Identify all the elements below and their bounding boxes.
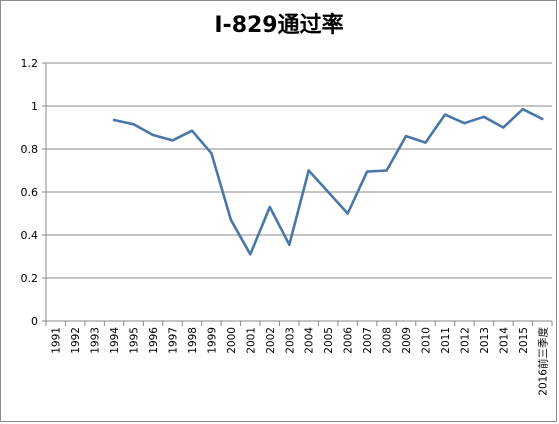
x-tick-label: 2013 [479, 327, 491, 354]
y-tick-label: 1 [31, 100, 38, 113]
x-tick-labels: 1991 1992 1993 1994 1995 1996 1997 1998 1999 2000… [51, 327, 550, 396]
x-tick-label: 2010 [421, 327, 433, 354]
x-tick-label: 2003 [284, 327, 296, 354]
series-layer [112, 107, 544, 256]
data-point [190, 129, 194, 132]
grid-lines [46, 62, 552, 279]
y-tick-labels: 0 0.2 0.4 0.6 0.8 1 1.2 [21, 57, 39, 328]
data-point [502, 126, 505, 129]
data-point [151, 133, 155, 137]
data-point [365, 170, 369, 173]
data-point [268, 205, 271, 209]
x-tick-label: 1998 [187, 327, 199, 354]
data-point [404, 134, 408, 138]
x-tick-label: 1992 [70, 327, 82, 354]
data-point [288, 243, 291, 246]
x-tick-label: 1991 [51, 327, 63, 354]
data-point [327, 190, 330, 194]
x-tick-label: 2009 [401, 327, 413, 354]
x-tick-label: 1994 [109, 327, 121, 354]
data-point [346, 212, 349, 215]
x-tick-label: 2012 [459, 327, 471, 354]
chart-title: I-829通过率 [214, 12, 343, 38]
y-tick-label: 0 [31, 315, 38, 328]
x-tick-label: 2000 [226, 327, 238, 354]
data-point [112, 118, 116, 122]
data-point [482, 115, 486, 119]
x-tick-label: 2005 [323, 327, 335, 354]
data-point [307, 169, 310, 172]
data-point [249, 253, 252, 256]
series-line [112, 107, 544, 256]
data-point [443, 113, 447, 116]
data-point [521, 108, 524, 111]
y-tick-label: 0.4 [21, 229, 39, 242]
data-point [541, 117, 544, 121]
x-tick-label: 1999 [206, 327, 218, 354]
x-tick-label: 2014 [498, 327, 510, 354]
data-point [385, 169, 388, 172]
x-tick-label: 2016前三季度 [536, 327, 549, 396]
x-tick-label: 2011 [440, 327, 452, 354]
data-point [171, 139, 174, 142]
x-tick-label: 1996 [148, 327, 160, 354]
y-tick-label: 1.2 [21, 57, 39, 70]
data-point [424, 141, 427, 144]
x-tick-label: 2001 [245, 327, 257, 354]
x-tick-label: 2006 [343, 327, 355, 354]
y-tick-label: 0.6 [21, 186, 39, 199]
data-point [132, 123, 135, 126]
x-tick-label: 1997 [168, 327, 180, 354]
x-tick-label: 2007 [362, 327, 374, 354]
x-tick-label: 2004 [304, 327, 316, 354]
x-tick-label: 1993 [90, 327, 102, 354]
y-tick-label: 0.2 [21, 272, 39, 285]
x-tick-label: 2008 [382, 327, 394, 354]
y-tick-label: 0.8 [21, 143, 39, 156]
axes [42, 62, 553, 326]
x-tick-label: 2015 [518, 327, 530, 354]
data-point [229, 218, 233, 222]
data-point [210, 152, 213, 155]
data-point [463, 122, 466, 125]
x-tick-label: 2002 [265, 327, 277, 354]
x-tick-label: 1995 [129, 327, 141, 354]
